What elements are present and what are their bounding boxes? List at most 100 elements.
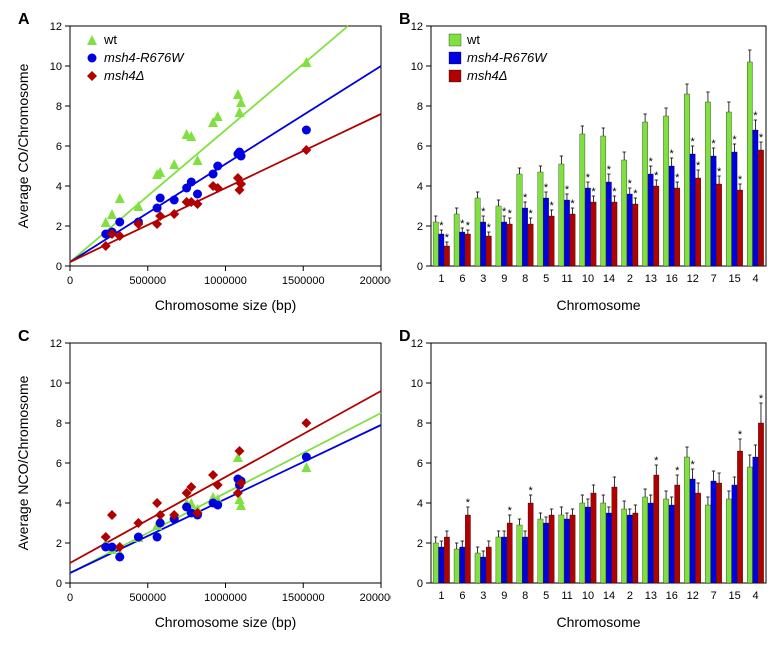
svg-text:6: 6 — [56, 141, 62, 153]
svg-text:1500000: 1500000 — [282, 592, 325, 604]
svg-text:*: * — [670, 148, 675, 160]
svg-text:wt: wt — [466, 32, 480, 47]
svg-text:*: * — [654, 455, 659, 467]
svg-text:*: * — [717, 166, 722, 178]
svg-text:8: 8 — [522, 273, 528, 285]
svg-text:*: * — [738, 429, 743, 441]
svg-text:msh4Δ: msh4Δ — [467, 68, 508, 83]
svg-text:*: * — [738, 174, 743, 186]
svg-text:2000000: 2000000 — [360, 592, 391, 604]
svg-text:4: 4 — [56, 181, 62, 193]
svg-text:*: * — [753, 110, 758, 122]
svg-text:*: * — [696, 160, 701, 172]
svg-text:1500000: 1500000 — [282, 275, 325, 287]
panel-D: 0246810121*63*9*851110142*13*16*127*15*4… — [391, 327, 772, 644]
svg-text:*: * — [544, 182, 549, 194]
svg-text:*: * — [508, 208, 513, 220]
svg-text:*: * — [565, 184, 570, 196]
svg-text:2: 2 — [417, 221, 423, 233]
svg-text:12: 12 — [50, 338, 62, 350]
svg-text:*: * — [591, 186, 596, 198]
figure-grid: 0246810120500000100000015000002000000Chr… — [10, 10, 772, 635]
svg-text:*: * — [711, 138, 716, 150]
svg-text:C: C — [18, 328, 30, 345]
svg-text:4: 4 — [752, 590, 758, 602]
svg-text:11: 11 — [561, 590, 572, 602]
svg-text:10: 10 — [411, 378, 423, 390]
svg-text:12: 12 — [411, 21, 423, 33]
svg-text:2000000: 2000000 — [360, 275, 391, 287]
svg-text:2: 2 — [56, 221, 62, 233]
svg-text:1: 1 — [438, 590, 444, 602]
svg-text:2: 2 — [56, 538, 62, 550]
svg-text:0: 0 — [56, 261, 62, 273]
svg-text:13: 13 — [645, 590, 657, 602]
svg-text:11: 11 — [561, 273, 572, 285]
svg-text:*: * — [675, 465, 680, 477]
svg-text:10: 10 — [50, 61, 62, 73]
svg-text:Chromosome: Chromosome — [556, 297, 640, 313]
svg-text:Average NCO/Chromosome: Average NCO/Chromosome — [15, 375, 31, 550]
svg-text:13: 13 — [645, 273, 657, 285]
svg-text:6: 6 — [56, 458, 62, 470]
svg-text:12: 12 — [411, 338, 423, 350]
panel-A: 0246810120500000100000015000002000000Chr… — [10, 10, 391, 327]
svg-text:7: 7 — [711, 590, 717, 602]
svg-text:2: 2 — [417, 538, 423, 550]
svg-text:Chromosome: Chromosome — [556, 614, 640, 630]
svg-text:*: * — [732, 134, 737, 146]
svg-text:10: 10 — [582, 273, 594, 285]
svg-text:*: * — [439, 220, 444, 232]
svg-text:*: * — [466, 497, 471, 509]
svg-text:msh4-R676W: msh4-R676W — [467, 50, 548, 65]
svg-text:Chromosome size (bp): Chromosome size (bp) — [155, 297, 297, 313]
svg-text:8: 8 — [417, 418, 423, 430]
svg-text:*: * — [759, 132, 764, 144]
svg-text:1000000: 1000000 — [204, 592, 247, 604]
svg-text:*: * — [690, 136, 695, 148]
svg-text:15: 15 — [728, 273, 740, 285]
svg-text:10: 10 — [50, 378, 62, 390]
svg-text:15: 15 — [728, 590, 740, 602]
svg-text:10: 10 — [411, 61, 423, 73]
svg-text:7: 7 — [711, 273, 717, 285]
svg-text:*: * — [612, 186, 617, 198]
svg-text:*: * — [460, 218, 465, 230]
svg-text:8: 8 — [417, 101, 423, 113]
svg-text:14: 14 — [603, 590, 615, 602]
svg-text:10: 10 — [582, 590, 594, 602]
svg-text:12: 12 — [687, 273, 699, 285]
svg-text:*: * — [628, 178, 633, 190]
svg-text:*: * — [633, 188, 638, 200]
svg-text:4: 4 — [417, 181, 423, 193]
svg-text:1: 1 — [438, 273, 444, 285]
svg-text:0: 0 — [417, 578, 423, 590]
svg-text:*: * — [649, 156, 654, 168]
svg-text:B: B — [399, 11, 411, 28]
svg-text:12: 12 — [687, 590, 699, 602]
svg-text:*: * — [549, 200, 554, 212]
svg-text:500000: 500000 — [129, 275, 166, 287]
svg-text:0: 0 — [56, 578, 62, 590]
svg-text:*: * — [690, 459, 695, 471]
svg-text:2: 2 — [627, 590, 633, 602]
svg-text:12: 12 — [50, 21, 62, 33]
svg-text:5: 5 — [543, 273, 549, 285]
svg-text:*: * — [586, 172, 591, 184]
svg-text:4: 4 — [417, 498, 423, 510]
svg-text:*: * — [529, 485, 534, 497]
svg-text:*: * — [759, 393, 764, 405]
svg-text:*: * — [654, 170, 659, 182]
svg-text:4: 4 — [752, 273, 758, 285]
svg-text:6: 6 — [459, 590, 465, 602]
svg-text:wt: wt — [103, 32, 117, 47]
svg-text:A: A — [18, 11, 30, 28]
svg-text:16: 16 — [666, 273, 678, 285]
svg-text:4: 4 — [56, 498, 62, 510]
svg-text:*: * — [445, 232, 450, 244]
svg-text:6: 6 — [459, 273, 465, 285]
svg-text:0: 0 — [417, 261, 423, 273]
svg-text:*: * — [487, 222, 492, 234]
svg-text:3: 3 — [480, 590, 486, 602]
svg-text:8: 8 — [522, 590, 528, 602]
